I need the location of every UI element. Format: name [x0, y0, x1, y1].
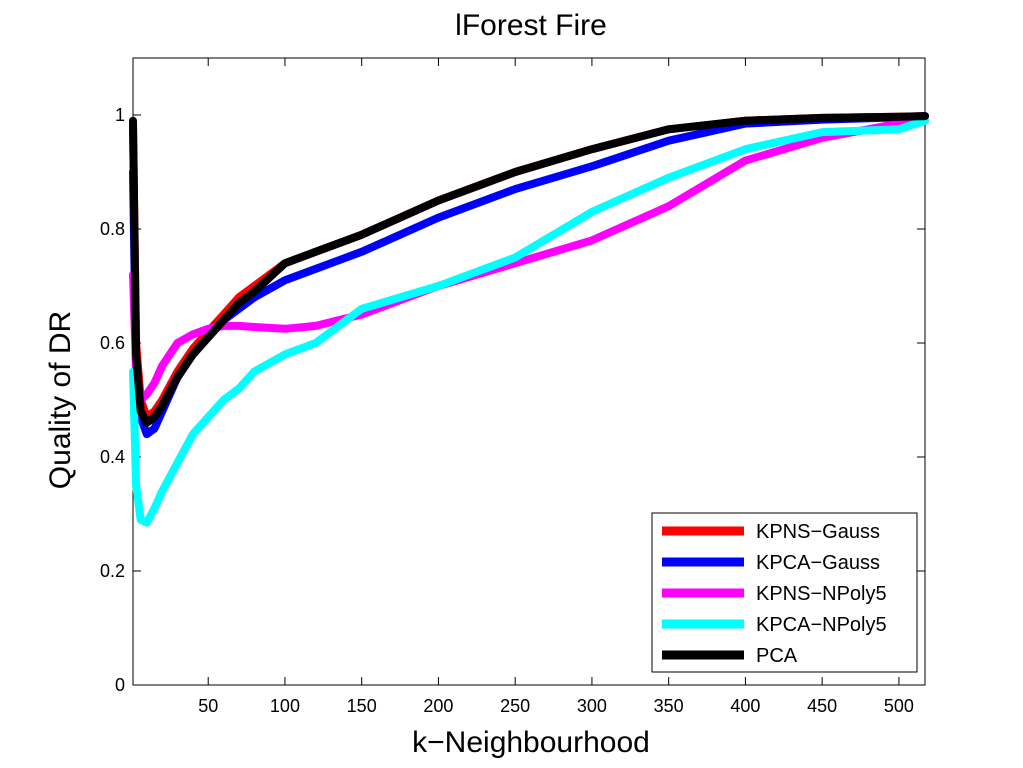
x-tick-label: 150 — [347, 696, 377, 716]
x-tick-label: 250 — [500, 696, 530, 716]
y-axis-title: Quality of DR — [44, 311, 77, 489]
y-tick-label: 0.6 — [100, 333, 125, 353]
y-tick-label: 1 — [115, 105, 125, 125]
chart-title: lForest Fire — [455, 9, 607, 42]
x-tick-label: 200 — [423, 696, 453, 716]
legend-label-2: KPCA−Gauss — [756, 552, 880, 574]
series-line-4 — [129, 116, 929, 527]
series-line-2 — [129, 112, 929, 439]
legend-label-1: KPNS−Gauss — [756, 521, 880, 543]
x-tick-label: 50 — [198, 696, 218, 716]
x-tick-label: 450 — [807, 696, 837, 716]
legend: KPNS−Gauss KPCA−Gauss KPNS−NPoly5 KPCA−NPol… — [651, 512, 918, 673]
x-tick-label: 500 — [884, 696, 914, 716]
y-tick-label: 0 — [115, 675, 125, 695]
legend-label-5: PCA — [756, 645, 798, 667]
x-tick-label: 100 — [270, 696, 300, 716]
legend-label-3: KPNS−NPoly5 — [756, 583, 887, 605]
x-axis-title: k−Neighbourhood — [412, 726, 650, 759]
x-tick-label: 350 — [654, 696, 684, 716]
x-tick-label: 300 — [577, 696, 607, 716]
y-tick-label: 0.2 — [100, 561, 125, 581]
x-tick-label: 400 — [730, 696, 760, 716]
y-tick-label: 0.8 — [100, 219, 125, 239]
y-tick-label: 0.4 — [100, 447, 125, 467]
plot-area: 50 100 150 200 250 300 350 400 450 500 0 0.2 0.4 0.6 0… — [100, 57, 929, 716]
series-line-5 — [129, 112, 929, 427]
series-line-3 — [129, 116, 929, 404]
legend-label-4: KPCA−NPoly5 — [756, 614, 887, 636]
